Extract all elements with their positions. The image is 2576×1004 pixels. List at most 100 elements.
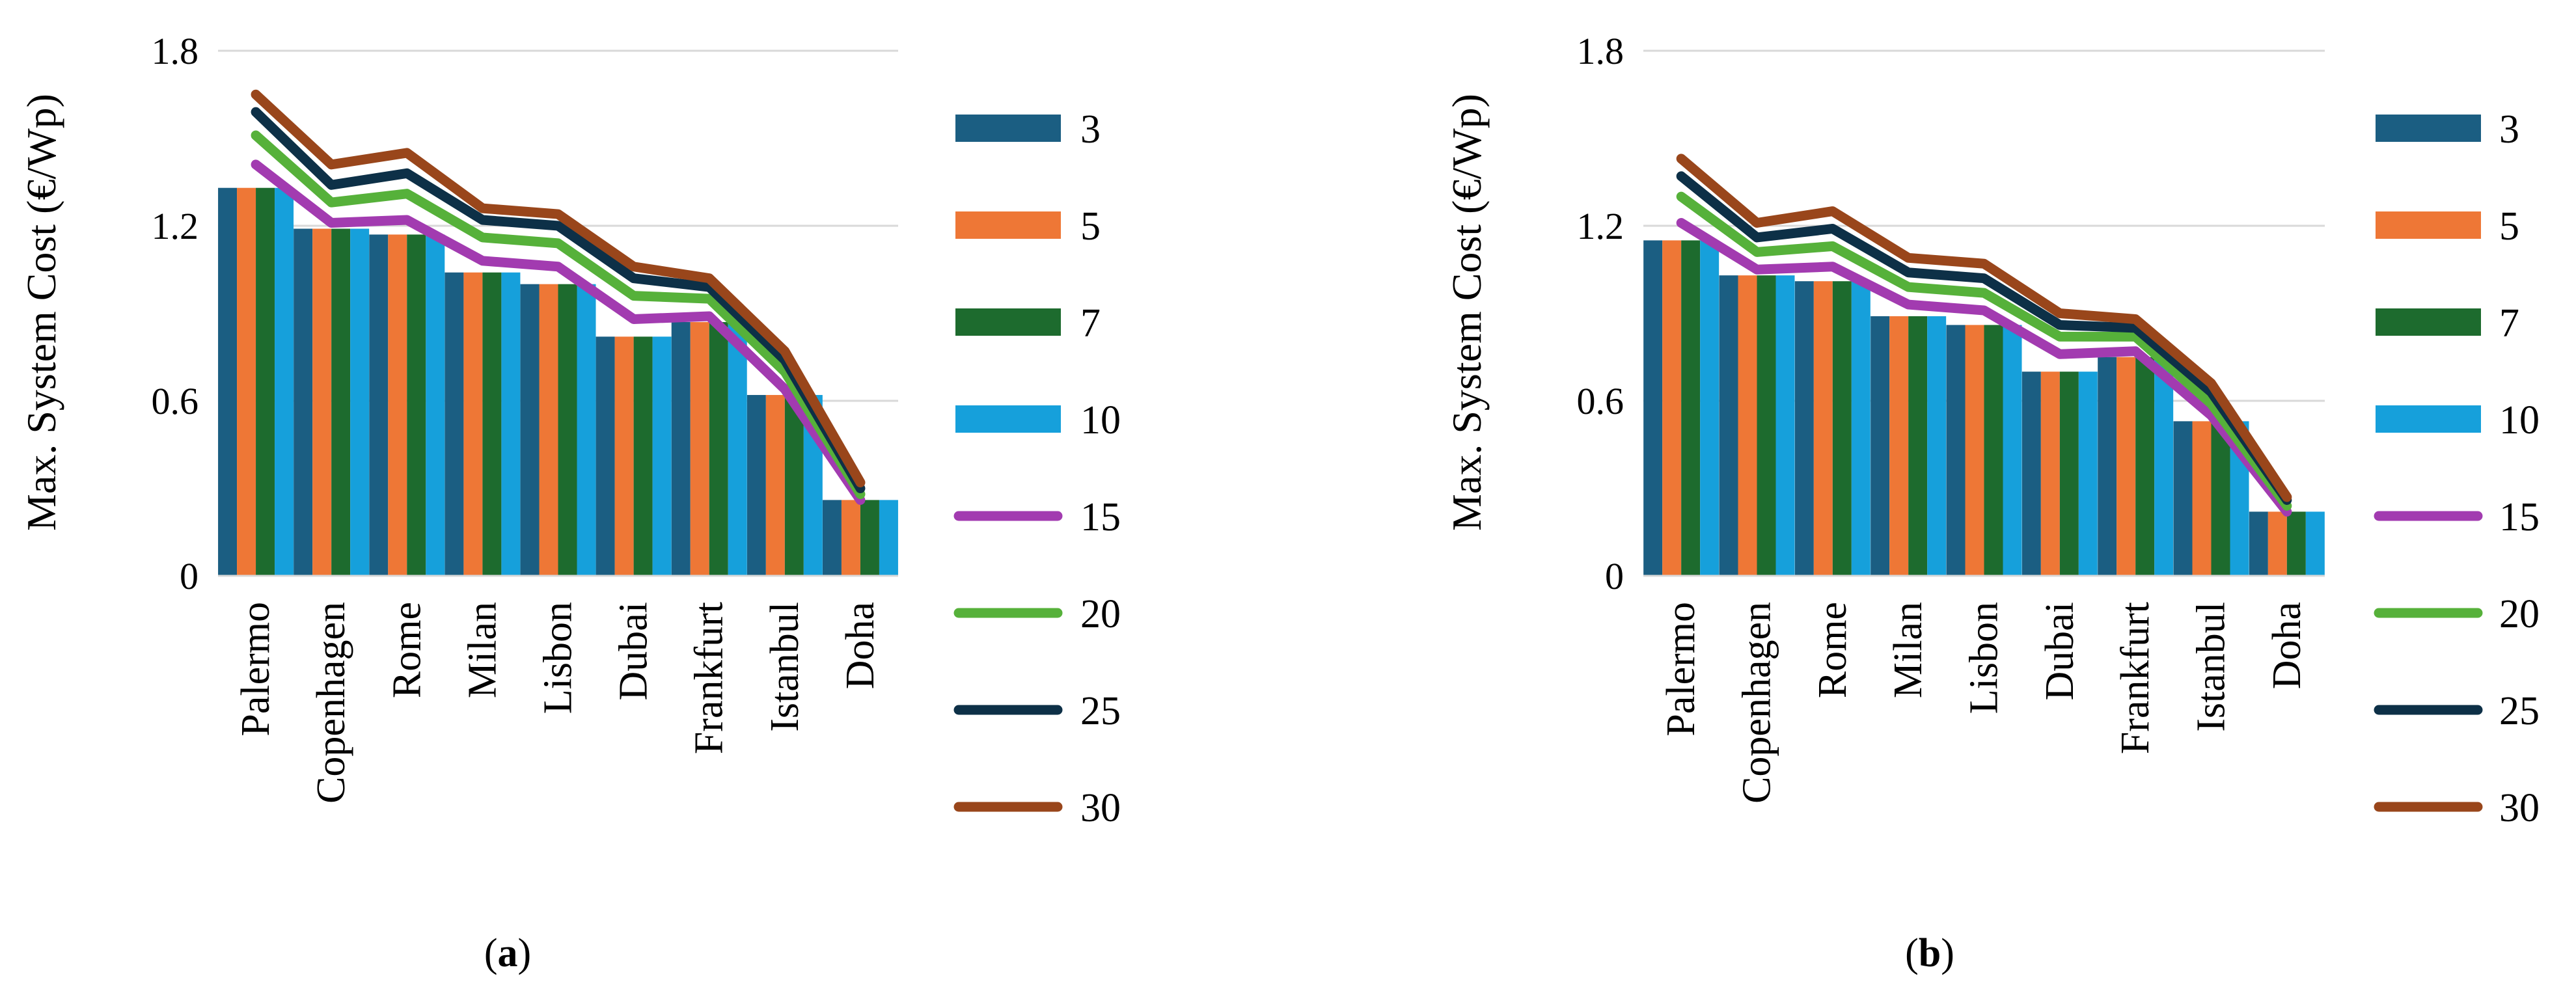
legend-swatch-5 xyxy=(955,211,1061,239)
bar-7-milan xyxy=(1908,316,1928,576)
bar-10-frankfurt xyxy=(728,321,747,576)
bar-3-rome xyxy=(369,234,389,576)
x-tick-label: Frankfurt xyxy=(2113,602,2158,754)
x-tick-label: Copenhagen xyxy=(1735,602,1779,804)
line-series-25 xyxy=(251,107,866,493)
legend-swatch-7 xyxy=(955,308,1061,336)
legend-label: 10 xyxy=(2499,398,2540,442)
legend-label: 20 xyxy=(1080,592,1121,636)
bar-10-palermo xyxy=(1700,240,1720,577)
line-series-15 xyxy=(1676,218,2292,517)
bar-7-palermo xyxy=(256,187,275,576)
x-tick-label: Lisbon xyxy=(536,602,581,714)
caption-open: ( xyxy=(1905,931,1919,975)
x-tick-label: Rome xyxy=(1811,602,1855,698)
y-tick-label: 1.8 xyxy=(1577,30,1624,72)
x-tick-label: Doha xyxy=(2265,602,2309,689)
legend-label: 10 xyxy=(1080,398,1121,442)
bar-5-dubai xyxy=(2040,372,2060,576)
y-tick-label: 0 xyxy=(1605,555,1624,597)
bar-3-doha xyxy=(2249,511,2268,576)
bar-3-palermo xyxy=(218,187,238,576)
bar-5-istanbul xyxy=(2192,421,2212,576)
bar-10-dubai xyxy=(2078,372,2098,576)
bar-5-rome xyxy=(1813,281,1833,576)
bar-3-copenhagen xyxy=(294,228,313,576)
x-tick-label: Palermo xyxy=(234,602,278,737)
bar-10-copenhagen xyxy=(350,228,370,576)
bar-3-milan xyxy=(1870,316,1890,576)
x-tick-label: Istanbul xyxy=(2189,602,2234,732)
caption-close: ) xyxy=(518,931,532,975)
line-series-20 xyxy=(251,130,866,499)
x-tick-label: Milan xyxy=(1886,602,1930,698)
bar-3-doha xyxy=(822,500,842,576)
bar-5-lisbon xyxy=(1965,325,1984,576)
y-tick-label: 0.6 xyxy=(1577,380,1624,422)
bar-7-dubai xyxy=(2059,372,2079,576)
line-series-15 xyxy=(251,159,866,505)
bar-3-rome xyxy=(1794,281,1814,576)
line-series-25 xyxy=(1676,171,2292,505)
legend: 3 5 7 10 15 20 25 30 xyxy=(953,107,1121,830)
x-tick-label: Dubai xyxy=(2038,602,2082,701)
y-tick-label: 0 xyxy=(180,555,199,597)
legend-swatch-3 xyxy=(955,115,1061,142)
bar-3-copenhagen xyxy=(1719,275,1738,576)
y-tick-label: 1.2 xyxy=(152,205,199,247)
legend-label: 30 xyxy=(1080,786,1121,830)
bar-5-doha xyxy=(2268,511,2287,576)
x-tick-label: Dubai xyxy=(612,602,656,701)
bar-5-milan xyxy=(1889,316,1909,576)
bar-7-doha xyxy=(2286,511,2306,576)
legend-swatch-7 xyxy=(2376,308,2481,336)
bar-3-lisbon xyxy=(1946,325,1966,576)
bar-5-milan xyxy=(463,272,483,576)
legend-label: 20 xyxy=(2499,592,2540,636)
chart-panel-b: 0 0.6 1.2 1.8 Max. System Cost (€/Wp) Palermo… xyxy=(1444,30,2540,830)
bar-7-frankfurt xyxy=(2135,357,2155,576)
bar-3-palermo xyxy=(1643,240,1663,577)
bar-5-frankfurt xyxy=(690,321,709,576)
bar-7-rome xyxy=(407,234,426,576)
bar-10-milan xyxy=(1927,316,1947,576)
x-tick-label: Milan xyxy=(460,602,504,698)
bar-7-istanbul xyxy=(784,395,804,576)
x-tick-label: Palermo xyxy=(1659,602,1703,737)
bar-3-milan xyxy=(445,272,464,576)
bar-5-copenhagen xyxy=(1738,275,1757,576)
bar-5-doha xyxy=(841,500,860,576)
bar-5-dubai xyxy=(614,336,634,576)
bar-7-copenhagen xyxy=(1757,275,1776,576)
bar-3-lisbon xyxy=(520,284,540,576)
x-tick-label: Frankfurt xyxy=(687,602,732,754)
x-tick-label: Lisbon xyxy=(1962,602,2007,714)
bar-5-rome xyxy=(388,234,407,576)
bar-10-lisbon xyxy=(577,284,596,576)
bar-10-rome xyxy=(426,234,445,576)
y-tick-label: 0.6 xyxy=(152,380,199,422)
y-tick-label: 1.2 xyxy=(1577,205,1624,247)
bar-10-doha xyxy=(2305,511,2325,576)
line-series-30 xyxy=(251,89,866,488)
bar-10-copenhagen xyxy=(1775,275,1795,576)
bar-5-copenhagen xyxy=(312,228,332,576)
bar-3-frankfurt xyxy=(671,321,691,576)
bar-5-lisbon xyxy=(539,284,558,576)
bar-7-copenhagen xyxy=(331,228,351,576)
panel-caption: (b) xyxy=(1905,931,1954,975)
bar-10-frankfurt xyxy=(2154,357,2174,576)
legend-label: 30 xyxy=(2499,786,2540,830)
caption-label: b xyxy=(1919,931,1941,975)
caption-open: ( xyxy=(484,931,498,975)
legend-label: 5 xyxy=(1080,204,1101,249)
legend-label: 3 xyxy=(2499,107,2519,152)
bar-7-palermo xyxy=(1681,240,1701,577)
bar-7-istanbul xyxy=(2211,421,2230,576)
y-axis-label: Max. System Cost (€/Wp) xyxy=(1444,94,1490,531)
panel-caption: (a) xyxy=(484,931,531,975)
line-series-20 xyxy=(1676,191,2292,511)
bar-10-lisbon xyxy=(2003,325,2022,576)
bar-10-rome xyxy=(1851,281,1870,576)
legend: 3 5 7 10 15 20 25 30 xyxy=(2374,107,2540,830)
